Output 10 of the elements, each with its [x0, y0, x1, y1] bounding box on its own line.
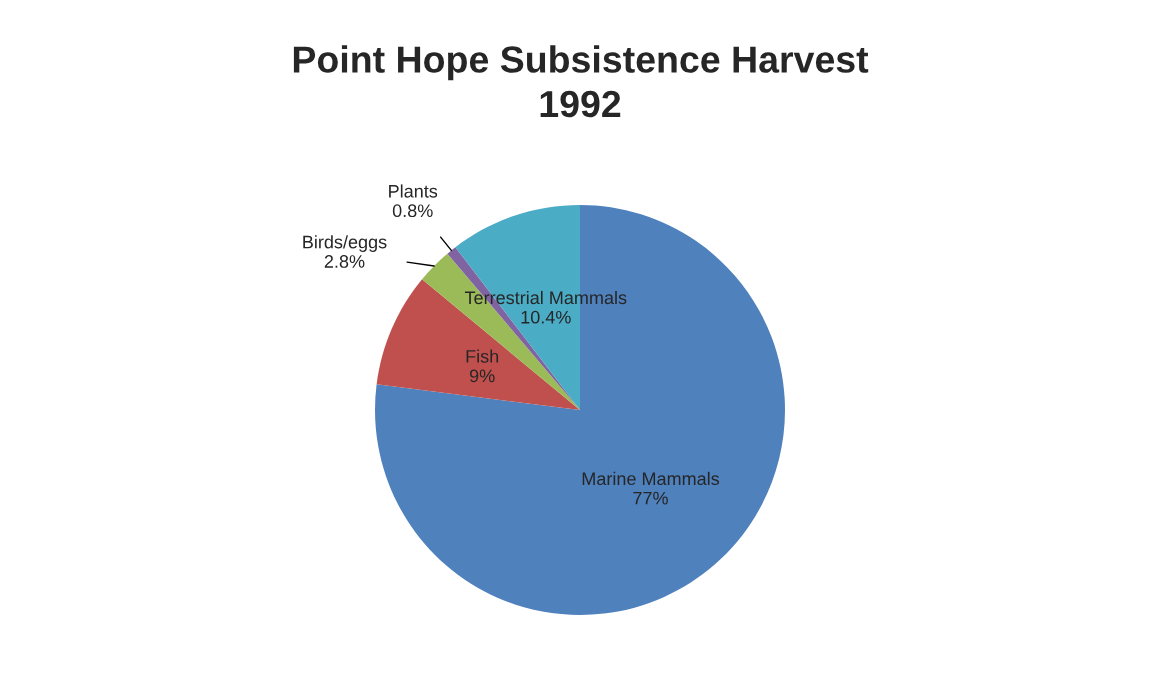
data-label: 77% [633, 491, 668, 505]
data-label: 2.8% [324, 255, 365, 268]
data-label: 9% [469, 369, 495, 383]
slice-label: Marine Mammals [582, 471, 720, 486]
data-label: 0.8% [392, 204, 433, 218]
slice-label: Birds/eggs [303, 235, 387, 252]
data-label: 10.4% [521, 310, 571, 324]
chart-title: Point Hope Subsistence Harvest 1992 [293, 45, 869, 118]
slice-label: Plants [389, 184, 438, 198]
slice-label: Fish [466, 349, 499, 363]
